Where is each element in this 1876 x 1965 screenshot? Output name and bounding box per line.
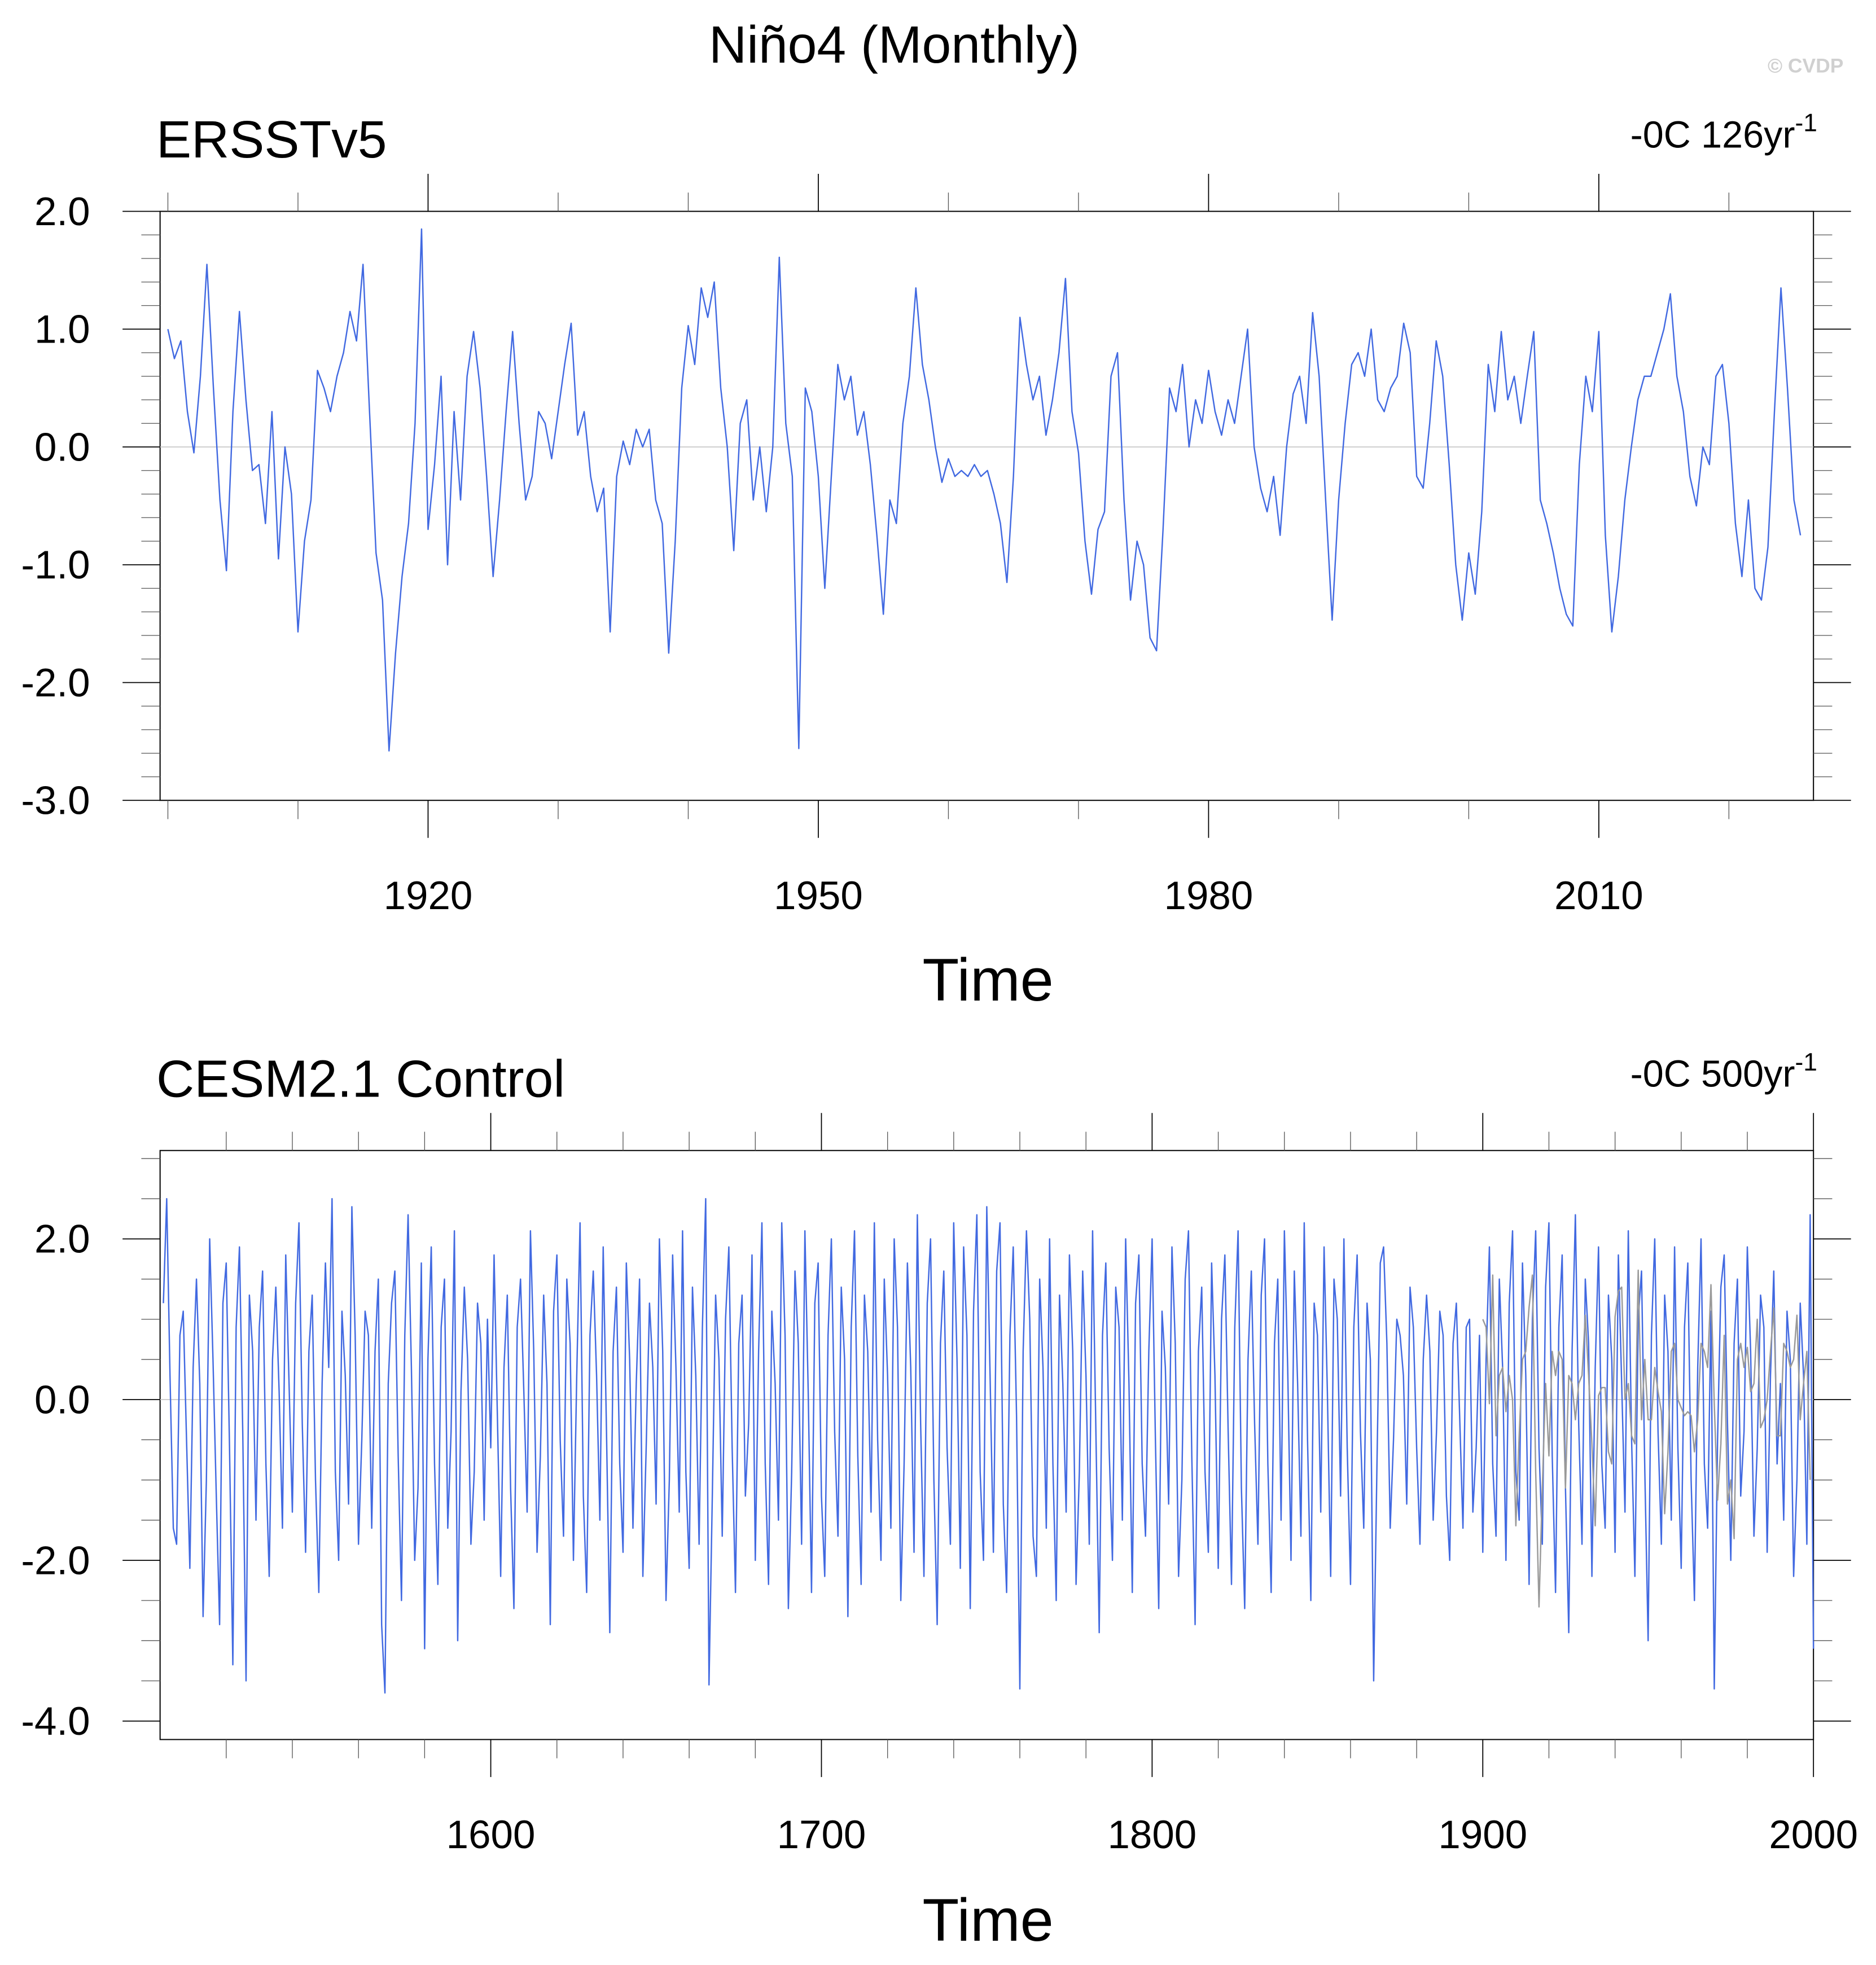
x-tick-label: 1950 <box>774 874 863 918</box>
y-tick-label: -2.0 <box>21 1538 90 1583</box>
x-tick-label: 1600 <box>446 1813 536 1857</box>
plot-frame <box>159 1150 1814 1740</box>
y-tick-label: -4.0 <box>21 1699 90 1744</box>
trend-text: -0C 126yr <box>1630 114 1795 156</box>
trend-exponent: -1 <box>1795 109 1817 137</box>
credit: © CVDP <box>1768 55 1843 77</box>
x-tick-label: 1700 <box>777 1813 866 1857</box>
panel-title: ERSSTv5 <box>156 110 387 169</box>
trend-label: -0C 500yr-1 <box>1630 1049 1817 1095</box>
trend-exponent: -1 <box>1795 1049 1817 1076</box>
y-tick-label: -3.0 <box>21 779 90 823</box>
x-tick-label: 1900 <box>1438 1813 1527 1857</box>
x-axis-label: Time <box>922 946 1053 1014</box>
panel: -3.0 -2.0 -1.0 0.0 1.0 2.0 1920 1950 1980 2010 ERS… <box>21 109 1851 1014</box>
trend-text: -0C 500yr <box>1630 1054 1795 1095</box>
x-tick-label: 2010 <box>1554 874 1643 918</box>
y-tick-label: 0.0 <box>34 1378 90 1423</box>
y-tick-label: 2.0 <box>34 190 90 234</box>
panel: -4.0 -2.0 0.0 2.0 1600 1700 1800 1900 2000 CESM2.… <box>21 1049 1858 1954</box>
panel-title: CESM2.1 Control <box>156 1049 565 1108</box>
y-tick-label: -1.0 <box>21 543 90 587</box>
trend-label: -0C 126yr-1 <box>1630 109 1817 156</box>
x-tick-label: 2000 <box>1769 1813 1858 1857</box>
y-tick-label: -2.0 <box>21 661 90 705</box>
y-tick-label: 2.0 <box>34 1217 90 1262</box>
y-tick-label: 1.0 <box>34 308 90 352</box>
plot-frame <box>159 210 1814 801</box>
x-tick-label: 1800 <box>1108 1813 1197 1857</box>
x-tick-label: 1980 <box>1164 874 1253 918</box>
data-line <box>1482 1269 1811 1608</box>
x-tick-label: 1920 <box>384 874 473 918</box>
x-axis-label: Time <box>922 1887 1053 1954</box>
data-line <box>167 228 1802 752</box>
figure-title: Niño4 (Monthly) <box>709 15 1080 74</box>
data-line <box>163 1198 1814 1694</box>
y-tick-label: 0.0 <box>34 425 90 470</box>
